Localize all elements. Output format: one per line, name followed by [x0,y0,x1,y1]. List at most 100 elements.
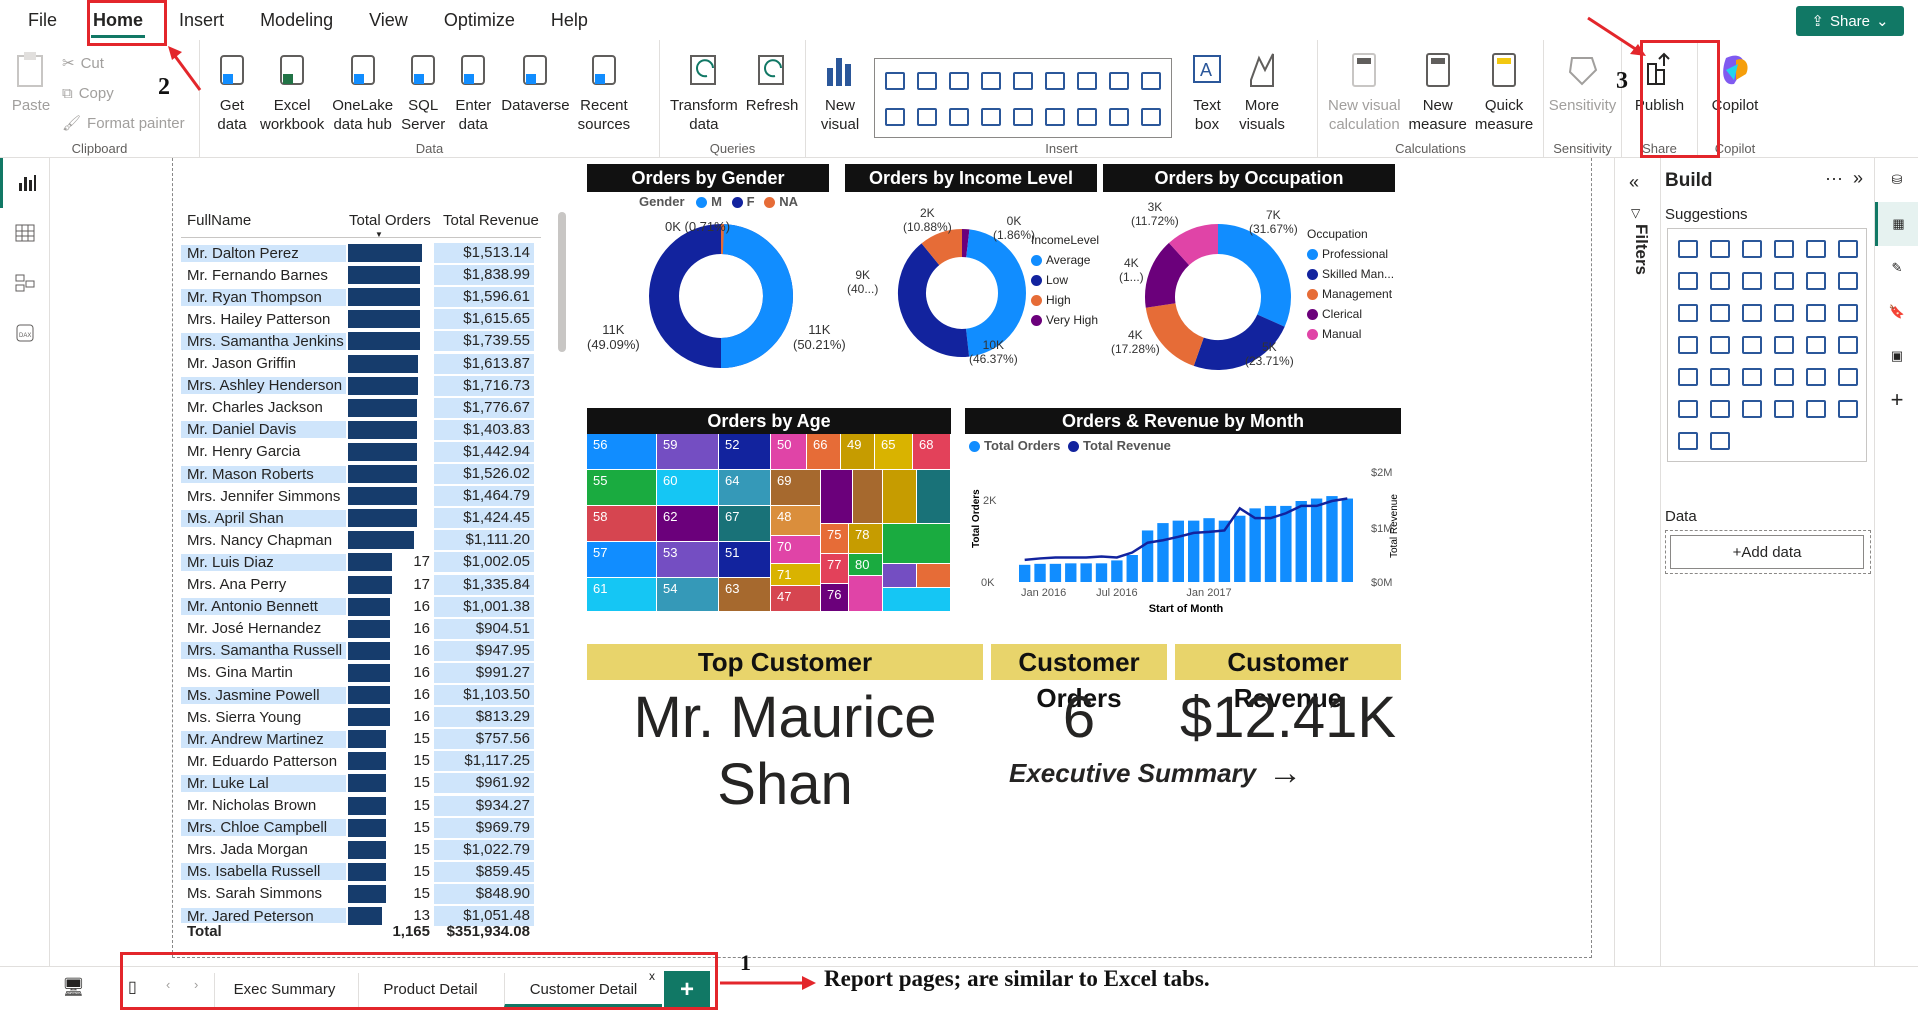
orders-bar[interactable] [1111,560,1123,582]
new-visual-button[interactable]: New visual [812,48,868,134]
table-row[interactable]: Mr. Dalton Perez $1,513.14 [181,242,541,264]
visual-type-icon[interactable] [1039,63,1071,99]
suggested-visual-icon[interactable] [1704,233,1736,265]
suggested-visual-icon[interactable] [1800,233,1832,265]
suggested-visual-icon[interactable] [1800,265,1832,297]
col-header-total-orders[interactable]: Total Orders [349,212,431,229]
suggested-visual-icon[interactable] [1672,297,1704,329]
suggested-visual-icon[interactable] [1768,393,1800,425]
sensitivity-button[interactable]: Sensitivity [1545,48,1621,115]
orders-bar[interactable] [1295,501,1307,582]
table-row[interactable]: Mr. Antonio Bennett 16 $1,001.38 [181,596,541,618]
table-row[interactable]: Mr. Andrew Martinez 15 $757.56 [181,728,541,750]
data-button-one[interactable]: OneLake data hub [328,48,397,134]
treemap-cell[interactable]: 52 [719,434,770,469]
occupation-slice[interactable] [1168,224,1219,266]
data-button-tbl[interactable]: Enter data [449,48,497,134]
treemap-cell-small[interactable] [849,576,882,611]
treemap-cell-small[interactable] [917,564,950,587]
dax-view-icon[interactable]: DAX [0,308,50,358]
visual-type-icon[interactable] [879,63,911,99]
treemap-cell[interactable]: 80 [849,554,882,575]
table-row[interactable]: Mr. Jared Peterson 13 $1,051.48 [181,905,541,927]
treemap-cell[interactable]: 77 [821,554,848,583]
table-row[interactable]: Mr. Mason Roberts $1,526.02 [181,463,541,485]
visual-type-icon[interactable] [1039,99,1071,135]
treemap-cell[interactable]: 58 [587,506,656,541]
cut-button[interactable]: ✂ Cut [62,48,185,78]
age-treemap[interactable]: 56 59 52 50 66 49 65 68 55 60 64 69 58 62 67 48 57 53 51 70… [587,434,951,612]
orders-bar[interactable] [1188,520,1200,582]
suggested-visual-icon[interactable] [1768,361,1800,393]
occupation-slice[interactable] [1193,313,1285,370]
tab-customer-detail[interactable]: Customer Detail [504,973,662,1007]
menu-home[interactable]: Home [75,0,161,40]
visual-type-icon[interactable] [911,99,943,135]
suggested-visual-icon[interactable] [1672,265,1704,297]
treemap-cell[interactable]: 67 [719,506,770,541]
publish-button[interactable]: Publish [1631,48,1688,115]
data-button-sql[interactable]: SQL Server [397,48,449,134]
visual-type-icon[interactable] [1007,63,1039,99]
suggested-visual-icon[interactable] [1672,393,1704,425]
suggested-visual-icon[interactable] [1704,361,1736,393]
menu-optimize[interactable]: Optimize [443,10,515,30]
menu-view[interactable]: View [369,10,408,30]
table-row[interactable]: Mr. Nicholas Brown 15 $934.27 [181,795,541,817]
orders-bar[interactable] [1249,508,1261,582]
treemap-cell[interactable]: 60 [657,470,718,505]
customer-table[interactable]: FullName Total Orders Total Revenue ▼ Mr… [181,212,541,942]
database-icon[interactable]: ⛁ [1891,172,1903,187]
copy-button[interactable]: ⧉ Copy [62,78,185,108]
treemap-cell[interactable]: 75 [821,524,848,553]
treemap-cell[interactable]: 65 [875,434,912,469]
table-row[interactable]: Mrs. Nancy Chapman $1,111.20 [181,529,541,551]
add-pane-icon[interactable]: + [1890,387,1904,412]
selection-icon[interactable]: ▣ [1890,348,1904,363]
suggested-visual-icon[interactable] [1736,265,1768,297]
treemap-cell[interactable]: 53 [657,542,718,577]
orders-bar[interactable] [1264,505,1277,582]
treemap-cell-small[interactable] [883,470,916,523]
treemap-cell[interactable]: 69 [771,470,820,505]
treemap-cell[interactable]: 64 [719,470,770,505]
new-visual-calculation-button[interactable]: New visual calculation [1324,48,1405,134]
occupation-donut[interactable] [1141,220,1295,374]
treemap-cell[interactable]: 51 [719,542,770,577]
table-row[interactable]: Mr. Henry Garcia $1,442.94 [181,441,541,463]
suggested-visual-icon[interactable] [1704,329,1736,361]
treemap-cell[interactable]: 50 [771,434,806,469]
visual-type-icon[interactable] [1071,99,1103,135]
suggested-visual-icon[interactable] [1736,329,1768,361]
suggested-visual-icon[interactable] [1736,361,1768,393]
table-row[interactable]: Mr. Charles Jackson $1,776.67 [181,397,541,419]
copilot-button[interactable]: Copilot [1708,48,1763,115]
tab-exec-summary[interactable]: Exec Summary [214,973,354,1007]
treemap-cell[interactable]: 48 [771,506,820,535]
orders-bar[interactable] [1080,563,1092,582]
suggested-visual-icon[interactable] [1768,233,1800,265]
orders-bar[interactable] [1141,530,1154,582]
treemap-cell-small[interactable] [821,470,852,523]
treemap-cell[interactable]: 71 [771,564,820,585]
table-row[interactable]: Ms. Jasmine Powell 16 $1,103.50 [181,684,541,706]
new-measure-button[interactable]: New measure [1405,48,1471,134]
filters-label[interactable]: Filters [1632,224,1651,276]
treemap-cell[interactable]: 54 [657,578,718,611]
table-row[interactable]: Ms. Isabella Russell 15 $859.45 [181,861,541,883]
treemap-cell[interactable]: 63 [719,578,770,611]
income-donut[interactable] [895,226,1029,360]
visual-type-icon[interactable] [1103,99,1135,135]
treemap-cell[interactable]: 49 [841,434,874,469]
collapse-right-icon[interactable]: » [1853,168,1864,188]
visual-type-icon[interactable] [911,63,943,99]
suggested-visual-icon[interactable] [1736,233,1768,265]
col-header-total-revenue[interactable]: Total Revenue [443,212,539,229]
suggested-visual-icon[interactable] [1800,361,1832,393]
visual-type-icon[interactable] [1103,63,1135,99]
more-options-icon[interactable]: ··· [1825,168,1843,188]
data-button-xl[interactable]: Excel workbook [256,48,328,134]
suggested-visual-icon[interactable] [1704,393,1736,425]
suggested-visual-icon[interactable] [1736,393,1768,425]
treemap-cell[interactable]: 59 [657,434,718,469]
